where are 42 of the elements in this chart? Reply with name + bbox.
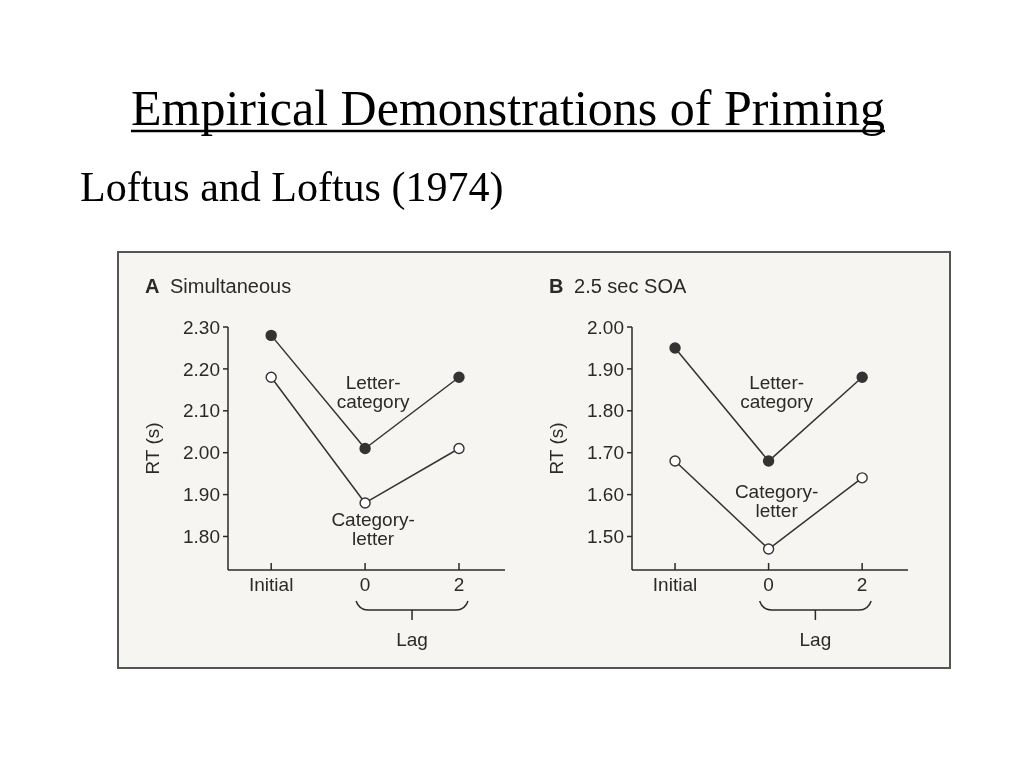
point	[265, 371, 277, 383]
point	[265, 329, 277, 342]
point	[669, 342, 681, 354]
x-axis-title: Lag	[799, 629, 832, 650]
series-label: Category-letter	[734, 481, 819, 522]
y-tick-label: 1.90	[587, 358, 624, 380]
chart-title: B 2.5 sec SOA	[549, 275, 687, 297]
y-tick-label: 2.10	[183, 400, 220, 422]
text: Empirical Demonstrations of Priming	[130, 80, 886, 136]
y-tick-label: 1.60	[587, 484, 624, 506]
y-tick-label: 2.00	[587, 316, 624, 338]
point	[453, 371, 465, 383]
y-tick-label: 1.80	[587, 400, 624, 422]
y-tick-label: 2.20	[183, 358, 220, 380]
point	[669, 455, 681, 467]
x-tick-label: 2	[453, 574, 465, 595]
x-tick-label: Initial	[249, 574, 294, 595]
y-tick-label: 1.50	[587, 526, 624, 548]
point	[359, 442, 371, 455]
y-axis-title: RT (s)	[546, 422, 567, 475]
x-tick-label: 0	[359, 574, 371, 595]
y-tick-label: 1.90	[183, 484, 220, 506]
point	[762, 455, 775, 467]
x-axis-title: Lag	[396, 629, 428, 650]
y-tick-label: 2.00	[183, 442, 220, 464]
series-label: Category-letter	[331, 508, 415, 549]
y-tick-label: 1.80	[183, 526, 220, 548]
point	[856, 371, 868, 383]
series-label: Letter-category	[740, 372, 814, 413]
chart-title: A Simultaneous	[145, 275, 292, 297]
point	[762, 543, 775, 555]
point	[453, 442, 465, 455]
y-tick-label: 1.70	[587, 442, 624, 464]
x-tick-label: 2	[856, 574, 868, 595]
series-label: Letter-category	[336, 372, 411, 413]
x-tick-label: 0	[763, 574, 774, 595]
y-axis-title: RT (s)	[142, 422, 163, 475]
point	[856, 472, 868, 484]
point	[359, 497, 371, 509]
y-tick-label: 2.30	[183, 316, 220, 338]
text: Loftus and Loftus (1974)	[80, 164, 504, 211]
x-tick-label: Initial	[652, 574, 698, 595]
